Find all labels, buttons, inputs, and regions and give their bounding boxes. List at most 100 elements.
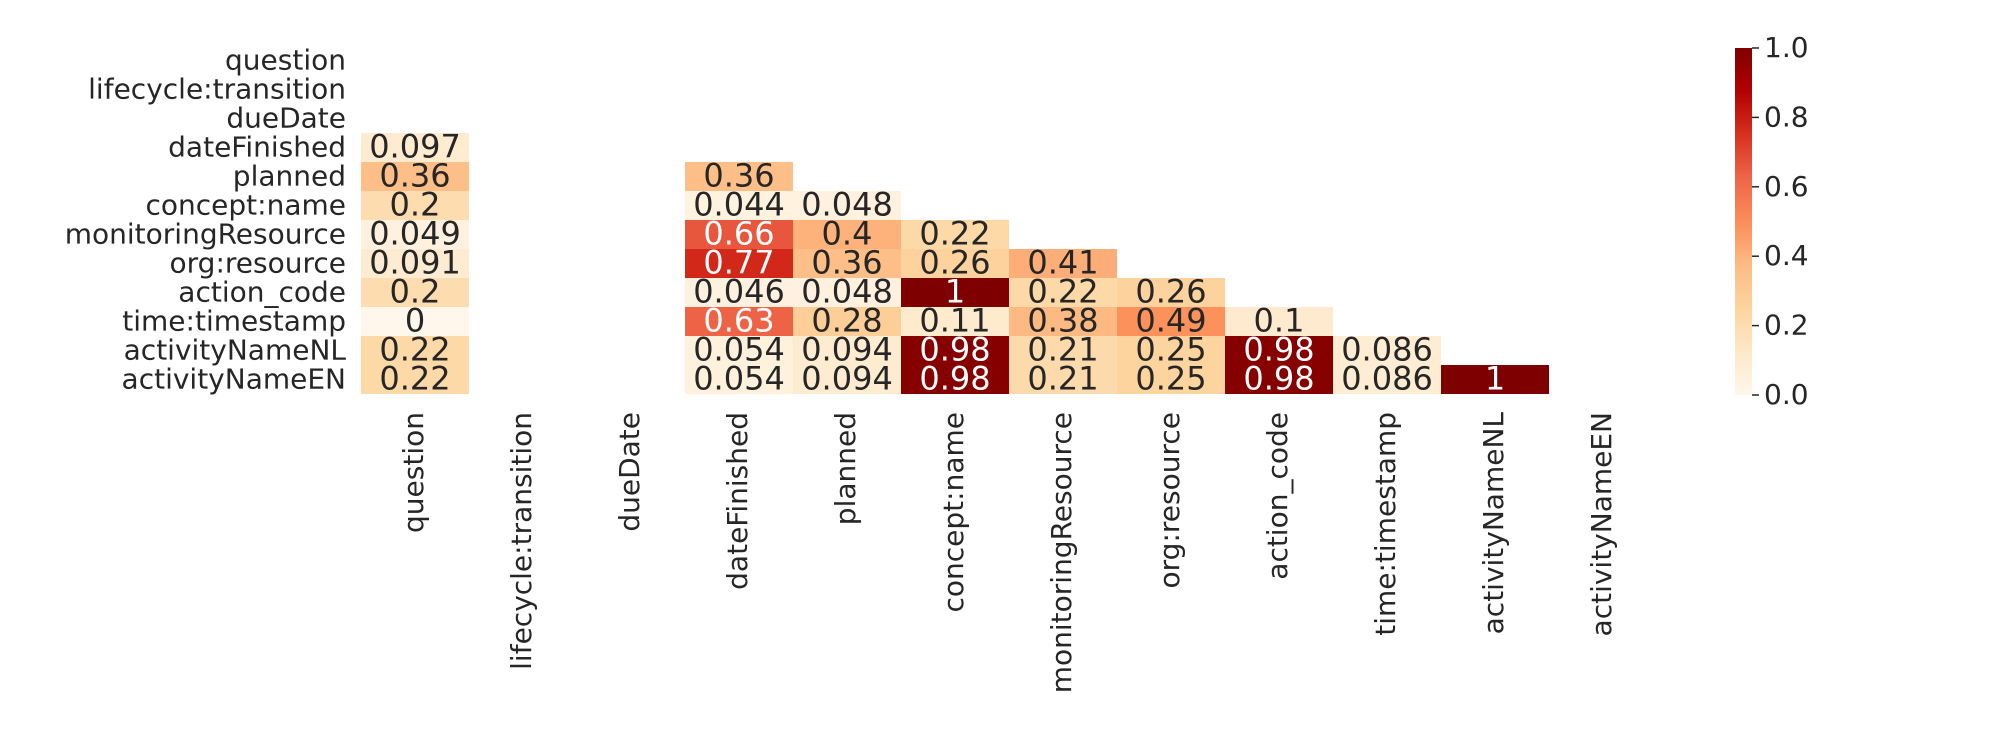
heatmap-cell-activitynameen-question bbox=[361, 365, 469, 394]
heatmap-cell-org-resource-concept-name bbox=[901, 249, 1009, 278]
heatmap-cell-activitynamenl-monitoringresource bbox=[1009, 336, 1117, 365]
cell-label: 0.41 bbox=[1027, 244, 1098, 282]
heatmap-cell-org-resource-planned bbox=[793, 249, 901, 278]
colorbar-tick-label: 0.8 bbox=[1764, 100, 1809, 133]
cell-label: 1 bbox=[945, 273, 965, 311]
x-tick-monitoringresource: monitoringResource bbox=[1045, 412, 1078, 693]
cell-label: 0.77 bbox=[703, 244, 774, 282]
heatmap-cell-activitynameen-monitoringresource bbox=[1009, 365, 1117, 394]
heatmap-cell-org-resource-question bbox=[361, 249, 469, 278]
colorbar-tick-label: 0.2 bbox=[1764, 309, 1809, 342]
heatmap-cell-monitoringresource-datefinished bbox=[685, 220, 793, 249]
heatmap-cell-concept-name-planned bbox=[793, 191, 901, 220]
heatmap-cell-activitynamenl-time-timestamp bbox=[1333, 336, 1441, 365]
heatmap-cell-time-timestamp-org-resource bbox=[1117, 307, 1225, 336]
y-tick-question: question bbox=[225, 44, 346, 77]
cell-label: 0.21 bbox=[1027, 360, 1098, 398]
cell-label: 0.049 bbox=[369, 215, 461, 253]
x-tick-time-timestamp: time:timestamp bbox=[1369, 412, 1402, 636]
cell-label: 0.094 bbox=[801, 331, 893, 369]
heatmap-cell-concept-name-datefinished bbox=[685, 191, 793, 220]
heatmap-cell-action-code-planned bbox=[793, 278, 901, 307]
x-tick-question: question bbox=[397, 412, 430, 533]
heatmap-cell-activitynamenl-planned bbox=[793, 336, 901, 365]
y-tick-org-resource: org:resource bbox=[170, 247, 346, 280]
cell-label: 0.22 bbox=[919, 215, 990, 253]
cell-label: 0.22 bbox=[379, 360, 450, 398]
heatmap-cell-activitynameen-time-timestamp bbox=[1333, 365, 1441, 394]
heatmap-cell-time-timestamp-question bbox=[361, 307, 469, 336]
y-tick-activitynamenl: activityNameNL bbox=[124, 334, 347, 367]
cell-label: 0.26 bbox=[919, 244, 990, 282]
cell-label: 0.054 bbox=[693, 331, 785, 369]
y-tick-action-code: action_code bbox=[178, 276, 346, 309]
cell-label: 0.49 bbox=[1135, 302, 1206, 340]
cell-label: 0.4 bbox=[822, 215, 873, 253]
cell-label: 0.25 bbox=[1135, 331, 1206, 369]
heatmap-cell-concept-name-question bbox=[361, 191, 469, 220]
heatmap-cell-monitoringresource-question bbox=[361, 220, 469, 249]
colorbar-tick-label: 0.6 bbox=[1764, 170, 1809, 203]
y-tick-duedate: dueDate bbox=[226, 102, 346, 135]
cell-label: 0.21 bbox=[1027, 331, 1098, 369]
y-tick-activitynameen: activityNameEN bbox=[122, 363, 346, 396]
y-tick-monitoringresource: monitoringResource bbox=[65, 218, 346, 251]
cell-label: 0.044 bbox=[693, 186, 785, 224]
x-tick-datefinished: dateFinished bbox=[721, 412, 754, 590]
cell-label: 0.36 bbox=[811, 244, 882, 282]
cell-label: 0.046 bbox=[693, 273, 785, 311]
cell-label: 0.22 bbox=[1027, 273, 1098, 311]
heatmap-cell-activitynameen-concept-name bbox=[901, 365, 1009, 394]
cell-label: 0.22 bbox=[379, 331, 450, 369]
cell-label: 0.086 bbox=[1341, 360, 1433, 398]
cell-label: 1 bbox=[1485, 360, 1505, 398]
cell-label: 0.28 bbox=[811, 302, 882, 340]
y-tick-planned: planned bbox=[233, 160, 346, 193]
y-tick-time-timestamp: time:timestamp bbox=[122, 305, 346, 338]
cell-label: 0.094 bbox=[801, 360, 893, 398]
heatmap-cell-activitynamenl-org-resource bbox=[1117, 336, 1225, 365]
heatmap-cell-org-resource-datefinished bbox=[685, 249, 793, 278]
heatmap-cell-activitynameen-datefinished bbox=[685, 365, 793, 394]
x-tick-planned: planned bbox=[829, 412, 862, 525]
heatmap-cell-datefinished-question bbox=[361, 133, 469, 162]
x-tick-duedate: dueDate bbox=[613, 412, 646, 532]
cell-label: 0.26 bbox=[1135, 273, 1206, 311]
x-tick-action-code: action_code bbox=[1261, 412, 1294, 580]
cell-label: 0.11 bbox=[919, 302, 990, 340]
heatmap-cell-activitynamenl-concept-name bbox=[901, 336, 1009, 365]
heatmap-cell-action-code-org-resource bbox=[1117, 278, 1225, 307]
cell-label: 0.25 bbox=[1135, 360, 1206, 398]
heatmap-cell-action-code-monitoringresource bbox=[1009, 278, 1117, 307]
colorbar: 0.0 0.2 0.4 0.6 0.8 1.0 bbox=[1735, 31, 1809, 411]
heatmap-cell-activitynamenl-question bbox=[361, 336, 469, 365]
colorbar-tick-label: 0.0 bbox=[1764, 378, 1809, 411]
cell-label: 0.98 bbox=[919, 360, 990, 398]
heatmap-cell-time-timestamp-concept-name bbox=[901, 307, 1009, 336]
heatmap-cell-time-timestamp-datefinished bbox=[685, 307, 793, 336]
heatmap-cell-activitynamenl-action-code bbox=[1225, 336, 1333, 365]
heatmap-cell-activitynameen-activitynamenl bbox=[1441, 365, 1549, 394]
cell-label: 0.63 bbox=[703, 302, 774, 340]
x-tick-lifecycle-transition: lifecycle:transition bbox=[505, 412, 538, 670]
x-tick-concept-name: concept:name bbox=[937, 412, 970, 612]
cell-label: 0.36 bbox=[703, 157, 774, 195]
heatmap-cell-time-timestamp-planned bbox=[793, 307, 901, 336]
heatmap-cell-activitynamenl-datefinished bbox=[685, 336, 793, 365]
cell-label: 0.1 bbox=[1254, 302, 1305, 340]
y-tick-lifecycle-transition: lifecycle:transition bbox=[88, 73, 346, 106]
heatmap-cell-activitynameen-action-code bbox=[1225, 365, 1333, 394]
colorbar-gradient bbox=[1735, 48, 1752, 395]
heatmap-cell-monitoringresource-planned bbox=[793, 220, 901, 249]
heatmap-cell-time-timestamp-monitoringresource bbox=[1009, 307, 1117, 336]
cell-label: 0.66 bbox=[703, 215, 774, 253]
cell-label: 0.2 bbox=[390, 186, 441, 224]
heatmap-cell-action-code-concept-name bbox=[901, 278, 1009, 307]
cell-label: 0.048 bbox=[801, 273, 893, 311]
cell-label: 0 bbox=[405, 302, 425, 340]
heatmap-cell-activitynameen-planned bbox=[793, 365, 901, 394]
x-tick-labels: question lifecycle:transition dueDate dateF… bbox=[397, 412, 1618, 694]
x-tick-activitynameen: activityNameEN bbox=[1585, 412, 1618, 636]
